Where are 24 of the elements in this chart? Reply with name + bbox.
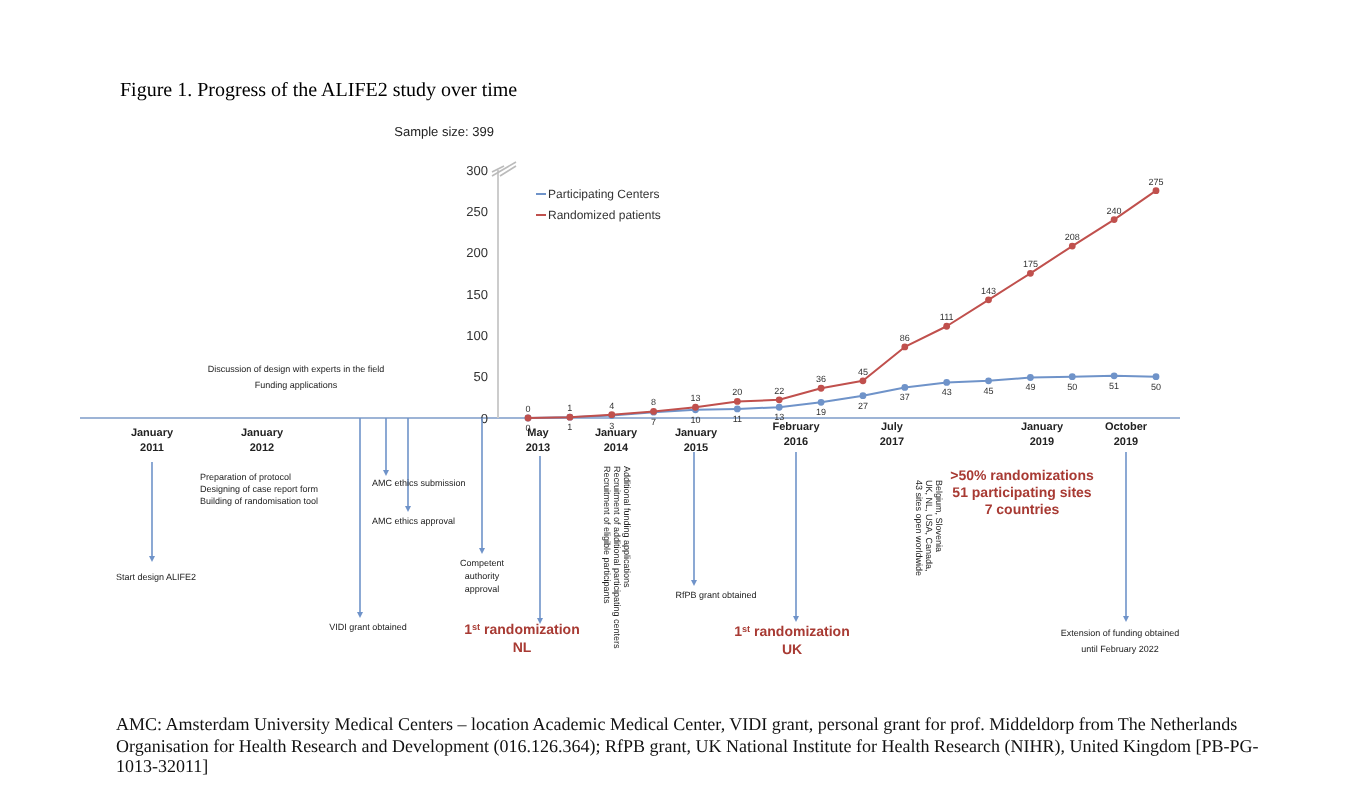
point: [817, 398, 825, 406]
point: [1068, 242, 1076, 250]
point: [775, 396, 783, 404]
point: [1068, 373, 1076, 381]
point: [985, 296, 992, 304]
point: [901, 384, 909, 391]
point: [901, 343, 909, 351]
point: [943, 322, 951, 330]
point: [1110, 372, 1118, 380]
point: [1152, 187, 1160, 195]
point: [985, 377, 992, 385]
point: [859, 392, 867, 400]
point: [1152, 373, 1160, 381]
point: [1110, 216, 1118, 223]
point: [1027, 374, 1034, 381]
point: [817, 384, 825, 392]
point: [943, 379, 951, 386]
point: [733, 405, 741, 413]
point: [1027, 269, 1034, 277]
text: Figure 1. Progress of the ALIFE2 study over time: [120, 80, 519, 102]
text: AMC: Amsterdam University Medical Centers – location Academic Medical Center, VIDI grant, personal grant for prof. Middeldorp from The Netherlands Organisation for Health Research and Development (016.126.364); RfPB grant, UK National Institute for Health Research (NIHR), United Kingdom [PB-PG-1013-32011]: [116, 714, 1261, 777]
point: [733, 398, 741, 405]
point: [859, 377, 867, 385]
point: [775, 403, 783, 411]
